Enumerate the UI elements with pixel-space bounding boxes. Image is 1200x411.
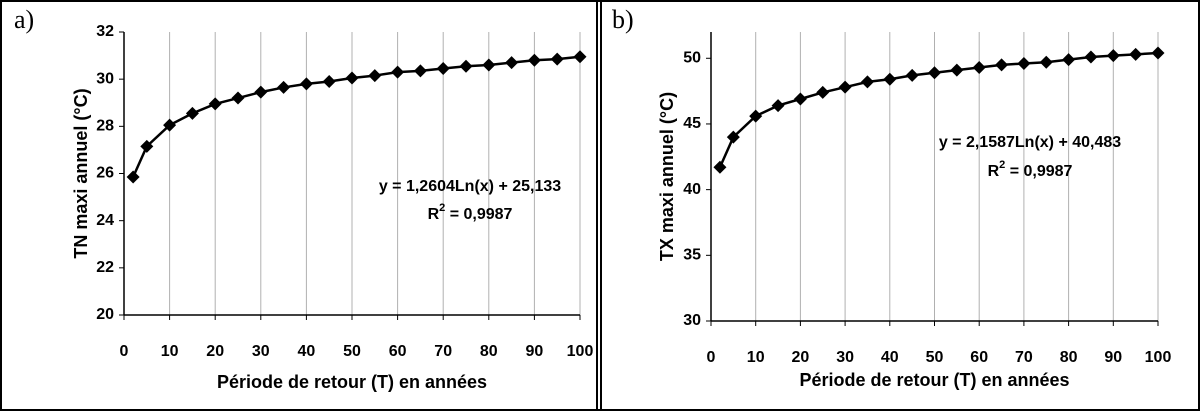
data-point — [1106, 49, 1120, 63]
data-point — [185, 106, 199, 120]
data-point — [413, 64, 427, 78]
x-tick-label: 20 — [206, 343, 224, 360]
data-point — [1129, 47, 1143, 61]
data-point — [1062, 53, 1076, 67]
data-point — [459, 59, 473, 73]
data-point — [368, 69, 382, 83]
data-point — [1017, 57, 1031, 71]
x-axis-label: Période de retour (T) en années — [217, 372, 487, 392]
x-tick-label: 20 — [792, 349, 810, 366]
x-tick-label: 40 — [298, 343, 316, 360]
y-tick-label: 32 — [96, 23, 114, 40]
panel-label: b) — [612, 5, 634, 34]
y-axis-label: TX maxi annuel (°C) — [657, 92, 677, 261]
data-point — [345, 71, 359, 85]
data-point — [713, 160, 727, 174]
r-squared-value: = 0,9987 — [1005, 163, 1072, 180]
y-tick-label: 35 — [683, 247, 701, 264]
data-point — [928, 66, 941, 80]
trend-equation: y = 1,2604Ln(x) + 25,133 — [379, 178, 561, 195]
data-point — [793, 92, 807, 106]
panel-frame — [600, 0, 1200, 411]
y-tick-label: 30 — [683, 312, 701, 329]
r-squared-sup: 2 — [999, 159, 1005, 171]
x-tick-label: 0 — [707, 349, 716, 366]
y-tick-label: 28 — [96, 118, 114, 135]
data-point — [527, 53, 541, 67]
data-point — [905, 68, 919, 82]
x-tick-label: 70 — [1015, 349, 1033, 366]
data-point — [972, 60, 986, 74]
trend-equation: y = 2,1587Ln(x) + 40,483 — [939, 134, 1121, 151]
x-tick-label: 10 — [747, 349, 765, 366]
data-point — [726, 130, 740, 144]
data-point — [573, 50, 587, 64]
r-squared-value: = 0,9987 — [445, 206, 512, 223]
data-point — [838, 80, 852, 94]
x-tick-label: 70 — [434, 343, 452, 360]
data-point — [140, 139, 154, 153]
data-point — [126, 170, 140, 184]
y-tick-label: 20 — [96, 306, 114, 323]
r-squared-sup: 2 — [439, 202, 445, 214]
data-point — [950, 63, 964, 77]
data-point — [208, 97, 222, 111]
x-tick-label: 0 — [120, 343, 129, 360]
x-tick-label: 50 — [926, 349, 944, 366]
x-tick-label: 80 — [480, 343, 498, 360]
r-squared-base: R — [428, 206, 440, 223]
y-tick-label: 45 — [683, 115, 701, 132]
y-tick-label: 24 — [96, 212, 114, 229]
data-point — [883, 72, 897, 86]
panel-frame — [0, 0, 598, 411]
x-tick-label: 90 — [1104, 349, 1122, 366]
data-point — [749, 109, 763, 123]
data-point — [391, 65, 405, 79]
x-tick-label: 60 — [970, 349, 988, 366]
data-point — [322, 75, 336, 89]
data-point — [860, 75, 874, 89]
data-point — [231, 91, 245, 105]
x-tick-label: 80 — [1060, 349, 1078, 366]
data-point — [816, 85, 830, 99]
x-tick-label: 30 — [252, 343, 270, 360]
data-line — [131, 55, 581, 178]
x-tick-label: 100 — [1145, 349, 1172, 366]
r-squared: R2 = 0,9987 — [428, 202, 513, 223]
y-tick-label: 40 — [683, 181, 701, 198]
x-axis-label: Période de retour (T) en années — [799, 370, 1069, 390]
data-point — [550, 52, 564, 66]
y-axis-label: TN maxi annuel (°C) — [71, 88, 91, 258]
x-tick-label: 40 — [881, 349, 899, 366]
data-point — [436, 62, 450, 76]
data-point — [1039, 55, 1053, 69]
data-point — [482, 58, 496, 72]
data-point — [277, 80, 291, 94]
x-tick-label: 10 — [161, 343, 179, 360]
r-squared-base: R — [988, 163, 1000, 180]
r-squared: R2 = 0,9987 — [988, 159, 1073, 180]
x-tick-label: 100 — [567, 343, 594, 360]
data-point — [771, 99, 785, 113]
x-tick-label: 30 — [836, 349, 854, 366]
y-tick-label: 50 — [683, 49, 701, 66]
data-point — [254, 85, 268, 99]
data-point — [995, 58, 1009, 72]
x-tick-label: 60 — [389, 343, 407, 360]
data-point — [299, 77, 313, 91]
y-tick-label: 30 — [96, 70, 114, 87]
y-tick-label: 22 — [96, 259, 114, 276]
y-tick-label: 26 — [96, 165, 114, 182]
x-tick-label: 90 — [526, 343, 544, 360]
data-point — [505, 56, 519, 70]
data-point — [1151, 46, 1165, 60]
panel-label: a) — [14, 5, 34, 34]
data-point — [1084, 50, 1098, 64]
x-tick-label: 50 — [343, 343, 361, 360]
data-point — [163, 118, 177, 132]
